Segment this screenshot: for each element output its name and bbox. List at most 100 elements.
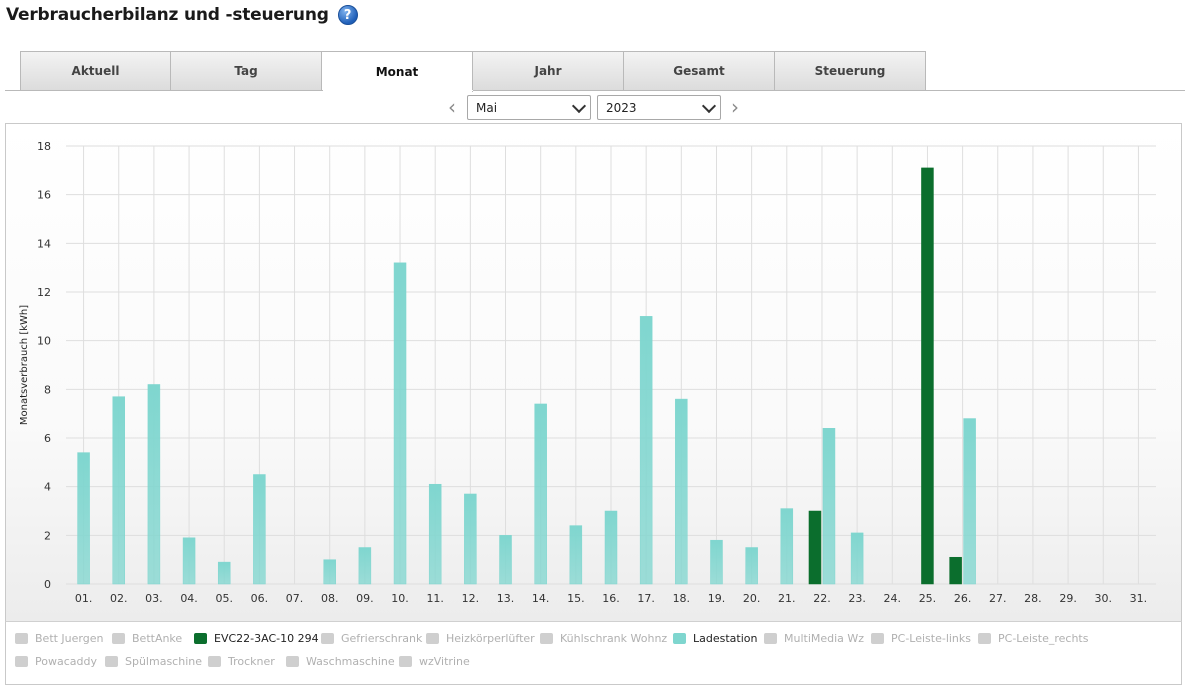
legend-swatch (673, 633, 686, 644)
chevron-left-icon[interactable]: ‹ (448, 95, 456, 119)
legend-item[interactable]: Spülmaschine (105, 655, 202, 668)
legend-item[interactable]: Powacaddy (15, 655, 97, 668)
legend-item[interactable]: Ladestation (673, 632, 757, 645)
y-tick-label: 16 (37, 189, 51, 202)
legend-label: Kühlschrank Wohnz (560, 632, 668, 645)
legend-item[interactable]: Gefrierschrank (321, 632, 422, 645)
legend-item[interactable]: wzVitrine (399, 655, 470, 668)
x-tick-label: 29. (1059, 592, 1077, 605)
legend-item[interactable]: Trockner (208, 655, 275, 668)
legend-swatch (105, 656, 118, 667)
question-mark-icon[interactable]: ? (337, 5, 358, 25)
legend-swatch (286, 656, 299, 667)
bar (850, 532, 864, 585)
chevron-right-icon[interactable]: › (731, 95, 739, 119)
y-tick-label: 10 (37, 335, 51, 348)
bar (182, 537, 196, 585)
bar (112, 396, 125, 585)
x-tick-label: 15. (567, 592, 585, 605)
bar (77, 452, 90, 585)
x-tick-label: 09. (356, 592, 374, 605)
x-tick-label: 24. (884, 592, 902, 605)
x-tick-label: 08. (321, 592, 339, 605)
bar (393, 262, 407, 585)
legend-label: wzVitrine (419, 655, 470, 668)
tab-gesamt[interactable]: Gesamt (624, 51, 775, 91)
bar (745, 547, 758, 585)
x-tick-label: 18. (673, 592, 691, 605)
legend-swatch (15, 656, 28, 667)
legend-swatch (208, 656, 221, 667)
legend-label: PC-Leiste_rechts (998, 632, 1089, 645)
legend-swatch (426, 633, 439, 644)
tab-steuerung[interactable]: Steuerung (775, 51, 926, 91)
x-tick-label: 04. (180, 592, 198, 605)
x-tick-label: 17. (637, 592, 655, 605)
tab-aktuell[interactable]: Aktuell (20, 51, 171, 91)
x-tick-label: 16. (602, 592, 620, 605)
year-select[interactable]: 2023 (597, 95, 721, 120)
legend-swatch (978, 633, 991, 644)
x-tick-label: 28. (1024, 592, 1042, 605)
bar (822, 428, 836, 585)
year-select-value: 2023 (606, 100, 637, 115)
x-tick-label: 26. (954, 592, 972, 605)
bar (428, 483, 442, 585)
legend-item[interactable]: Kühlschrank Wohnz (540, 632, 667, 645)
bar (675, 398, 688, 585)
legend-item[interactable]: EVC22-3AC-10 294 (194, 632, 319, 645)
bar (780, 508, 794, 585)
x-tick-label: 27. (989, 592, 1007, 605)
y-tick-label: 2 (44, 529, 51, 542)
legend-swatch (871, 633, 884, 644)
legend-swatch (540, 633, 553, 644)
legend-swatch (112, 633, 125, 644)
bar (808, 510, 822, 585)
title-row: Verbraucherbilanz und -steuerung ? (6, 3, 358, 27)
bar (639, 316, 653, 585)
legend-panel: Bett Juergen BettAnke EVC22-3AC-10 294 Gefr… (5, 621, 1182, 685)
bar (253, 474, 266, 585)
legend-label: Spülmaschine (125, 655, 202, 668)
tab-monat[interactable]: Monat (322, 51, 473, 92)
legend-item[interactable]: Heizkörperlüfter (426, 632, 535, 645)
tab-tag[interactable]: Tag (171, 51, 322, 91)
legend-swatch (764, 633, 777, 644)
legend-label: PC-Leiste-links (891, 632, 972, 645)
y-tick-label: 6 (44, 432, 51, 445)
y-tick-label: 8 (44, 383, 51, 396)
x-tick-label: 13. (497, 592, 515, 605)
legend-item[interactable]: Bett Juergen (15, 632, 103, 645)
x-tick-label: 21. (778, 592, 796, 605)
legend-swatch (15, 633, 28, 644)
bar (963, 418, 976, 585)
legend-swatch (194, 633, 207, 644)
y-tick-label: 12 (37, 286, 51, 299)
x-tick-label: 12. (462, 592, 480, 605)
legend-item[interactable]: PC-Leiste-links (871, 632, 971, 645)
legend-label: Bett Juergen (35, 632, 104, 645)
tab-divider (5, 90, 1185, 91)
legend-item[interactable]: Waschmaschine (286, 655, 395, 668)
legend-swatch (321, 633, 334, 644)
x-tick-label: 06. (251, 592, 269, 605)
legend-item[interactable]: MultiMedia Wz (764, 632, 864, 645)
bar (604, 510, 618, 585)
x-tick-label: 31. (1130, 592, 1148, 605)
bar (217, 561, 231, 585)
chevron-down-icon (571, 98, 587, 114)
bar (569, 525, 583, 585)
month-select[interactable]: Mai (467, 95, 591, 120)
legend-label: BettAnke (132, 632, 183, 645)
x-tick-label: 10. (391, 592, 409, 605)
x-tick-label: 01. (75, 592, 93, 605)
monthly-consumption-chart: 0 2 4 6 8 10 12 14 16 18 01. 02. 03. 04. 05. 06. 07. 08. 0… (19, 140, 1156, 605)
bar (323, 559, 336, 585)
legend-item[interactable]: PC-Leiste_rechts (978, 632, 1088, 645)
bar (464, 493, 477, 585)
legend-item[interactable]: BettAnke (112, 632, 182, 645)
bar (710, 539, 723, 585)
legend-swatch (399, 656, 412, 667)
x-tick-label: 23. (848, 592, 866, 605)
tab-jahr[interactable]: Jahr (473, 51, 624, 91)
